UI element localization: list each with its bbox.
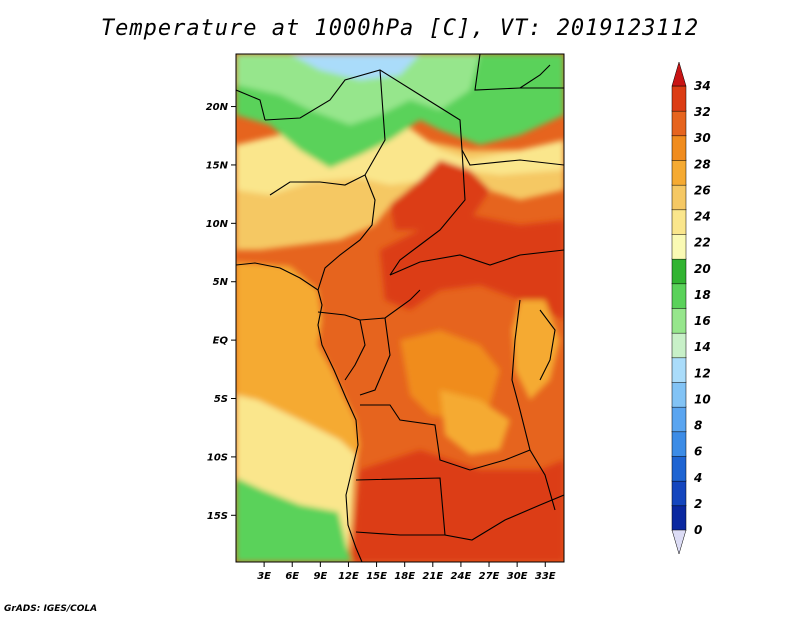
colorbar-swatch (671, 283, 687, 309)
border-congo (359, 317, 391, 396)
border-niger (269, 69, 386, 196)
lon-tick-label: 27E (479, 571, 500, 582)
border-congo-north (359, 289, 421, 321)
colorbar-max-arrow (671, 61, 687, 87)
colorbar-swatch (671, 505, 687, 531)
colorbar-swatch (671, 332, 687, 359)
lon-tick-label: 24E (451, 571, 472, 582)
colorbar-label: 4 (693, 471, 702, 485)
lon-tick-label: 3E (257, 571, 271, 582)
map-frame (235, 53, 565, 563)
lat-tick-label: 20N (206, 102, 229, 113)
colorbar-label: 16 (694, 314, 711, 328)
border-cameroon (317, 174, 376, 291)
coastlines-borders (236, 54, 564, 562)
colorbar-min-arrow (671, 529, 687, 555)
field-east-highland (512, 300, 560, 400)
lake-victoria (539, 309, 556, 381)
border-nw (236, 89, 266, 121)
border-car (389, 249, 564, 276)
coast-nile (519, 64, 551, 89)
colorbar-label: 2 (694, 497, 702, 511)
colorbar-label: 12 (694, 366, 711, 380)
colorbar-label: 6 (694, 445, 702, 459)
field-ocean-green (236, 478, 352, 562)
field-hot-south (352, 450, 564, 562)
colorbar-swatch (671, 135, 687, 161)
colorbar-swatch (671, 110, 687, 137)
colorbar-swatch (671, 307, 687, 334)
colorbar-swatch (671, 209, 687, 235)
colorbar-label: 20 (694, 262, 711, 276)
colorbar-swatch (671, 357, 687, 383)
lon-tick-label: 30E (507, 571, 528, 582)
border-namibia-zambia (355, 477, 564, 541)
colorbar-swatch (671, 406, 687, 433)
longitude-axis: 3E 6E 9E 12E 15E 18E 21E 24E 27E 30E 33E (257, 562, 556, 582)
colorbar-label: 0 (694, 523, 702, 537)
colorbar-label: 14 (694, 340, 711, 354)
field-hot-core (380, 215, 564, 320)
field-basin (400, 330, 500, 420)
lat-tick-label: 5N (213, 277, 229, 288)
colorbar-label: 18 (694, 288, 711, 302)
border-chad-sudan (389, 149, 466, 276)
credit-label: GrADS: IGES/COLA (4, 604, 98, 614)
colorbar-swatch (671, 431, 687, 457)
field-highland (440, 390, 510, 455)
border-gabon (317, 311, 366, 381)
border-zambia (469, 449, 531, 471)
border-egypt (474, 54, 564, 91)
colorbar-label: 28 (694, 157, 711, 171)
colorbar-swatch (671, 381, 687, 408)
colorbar-swatch (671, 184, 687, 211)
colorbar-label: 24 (694, 210, 711, 224)
colorbar-swatch (671, 455, 687, 482)
border-angola-drc (360, 404, 471, 471)
field-north-blue (290, 54, 420, 80)
border-rift (511, 299, 556, 511)
lon-tick-label: 18E (394, 571, 415, 582)
colorbar-label: 8 (694, 419, 702, 433)
colorbar-swatch (671, 233, 687, 260)
lon-tick-label: 12E (338, 571, 359, 582)
colorbar-label: 22 (694, 236, 711, 250)
lon-tick-label: 9E (313, 571, 327, 582)
colorbar-swatch (671, 159, 687, 186)
colorbar-label: 32 (694, 105, 711, 119)
colorbar-swatch (671, 258, 687, 285)
colorbar-label: 34 (694, 79, 711, 93)
coastline-west (236, 262, 363, 562)
map-title: Temperature at 1000hPa [C], VT: 20191231… (100, 16, 700, 41)
field-hot-north (390, 160, 490, 230)
lon-tick-label: 33E (535, 571, 556, 582)
lon-tick-label: 21E (422, 571, 443, 582)
lat-tick-label: 5S (214, 394, 228, 405)
colorbar-swatch (671, 85, 687, 112)
colorbar-label: 26 (694, 183, 711, 197)
lat-tick-label: 15N (206, 160, 229, 171)
lon-tick-label: 15E (366, 571, 387, 582)
lon-tick-label: 6E (285, 571, 299, 582)
border-south (355, 531, 445, 536)
latitude-axis: 20N 15N 10N 5N EQ 5S 10S 15S (206, 102, 236, 522)
lat-tick-label: EQ (213, 336, 229, 347)
colorbar-label: 30 (694, 131, 711, 145)
lat-tick-label: 10S (207, 452, 228, 463)
colorbar-label: 10 (694, 392, 711, 406)
field-north-lightgreen (236, 54, 480, 125)
lat-tick-label: 10N (206, 219, 229, 230)
lat-tick-label: 15S (207, 511, 228, 522)
temperature-field (236, 54, 564, 562)
border-north (264, 69, 564, 166)
colorbar-swatch (671, 480, 687, 507)
